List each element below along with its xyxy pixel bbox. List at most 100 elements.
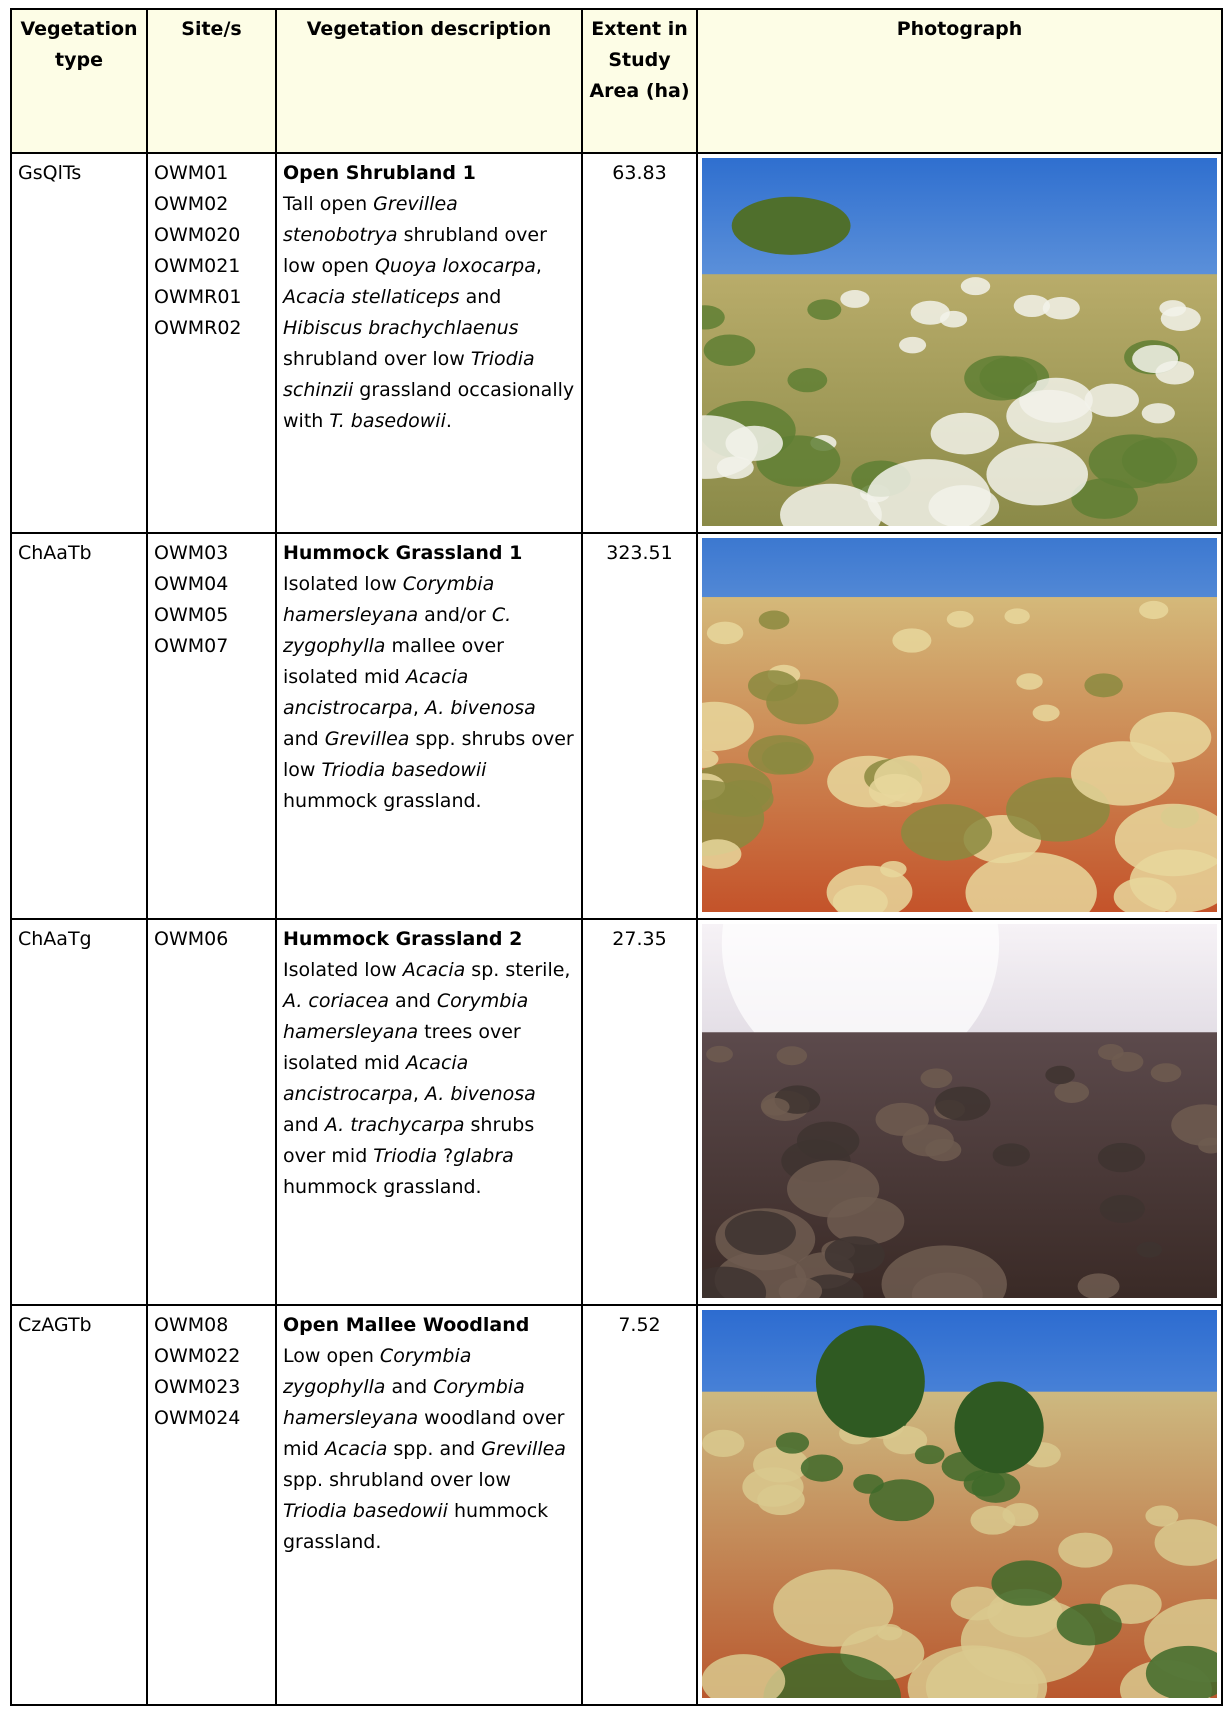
site-code: OWM02 [154,193,229,215]
description-text: Tall open Grevillea stenobotrya shrublan… [283,189,575,437]
description-run: spp. shrubland over low [283,1469,511,1491]
description-run: glabra [453,1145,514,1167]
description-run: shrubland over low open [283,224,547,277]
header-cell: Photograph [696,8,1223,154]
photograph [702,538,1217,912]
vegetation-type: ChAaTb [10,532,148,920]
description-run: Tall open [283,193,374,215]
vegetation-type: ChAaTg [10,918,148,1306]
description-title: Open Mallee Woodland [283,1314,530,1336]
description-run: A. trachycarpa [324,1114,465,1136]
site-code: OWM04 [154,573,229,595]
photo-cell [696,918,1223,1306]
photograph [702,924,1217,1298]
photo-cell [696,152,1223,534]
description-run: woodland over mid [283,1407,565,1460]
description-run: Acacia [324,1438,388,1460]
description-run: Grevillea stenobotrya [283,193,458,246]
table-row: CzAGTb OWM08 OWM022 OWM023 OWM024 Open Mallee… [10,1304,1223,1706]
site-code: OWM07 [154,635,229,657]
sites-cell: OWM08 OWM022 OWM023 OWM024 [146,1304,277,1706]
description-run: and [459,286,502,308]
description-run: , [535,255,542,277]
description-run: Corymbia hamersleyana [283,990,529,1043]
description-run: Acacia ancistrocarpa [283,1052,469,1105]
photograph [702,1310,1217,1698]
description-run: Triodia basedowii [283,1500,448,1522]
table-row: ChAaTb OWM03 OWM04 OWM05 OWM07 Hummock Grassl… [10,532,1223,920]
extent: 7.52 [581,1304,698,1706]
description-title: Hummock Grassland 1 [283,542,523,564]
table-row: ChAaTg OWM06 Hummock Grassland 2 Isolated l… [10,918,1223,1306]
description-run: and [283,1114,325,1136]
sites-cell: OWM06 [146,918,277,1306]
description-run: hummock grassland. [283,1500,549,1553]
header-cell: Extent in Study Area (ha) [581,8,698,154]
site-code: OWM022 [154,1345,241,1367]
description-title: Hummock Grassland 2 [283,928,523,950]
description-run: and/or [418,604,492,626]
site-code: OWM024 [154,1407,241,1429]
description-cell: Hummock Grassland 1 Isolated low Corymbia… [275,532,583,920]
sites-cell: OWM01 OWM02 OWM020 OWM021 OWMR01 OWMR02 [146,152,277,534]
description-cell: Hummock Grassland 2 Isolated low Acacia s… [275,918,583,1306]
description-text: Isolated low Corymbia hamersleyana and/o… [283,569,575,817]
description-run: shrubland over low [283,348,471,370]
description-run: spp. shrubs over low [283,728,574,781]
description-run: trees over isolated mid [283,1021,521,1074]
description-run: hummock grassland. [283,790,482,812]
description-run: Corymbia hamersleyana [283,1376,525,1429]
description-run: . [445,410,452,432]
description-text: Low open Corymbia zygophylla and Corymbi… [283,1341,575,1558]
site-code: OWMR01 [154,286,242,308]
description-run: A. bivenosa [424,697,536,719]
header-cell: Vegetation description [275,8,583,154]
description-run: Acacia [402,959,466,981]
vegetation-table: Vegetation type Site/s Vegetation descript… [10,8,1223,1706]
description-run: and [389,990,437,1012]
description-run: Hibiscus brachychlaenus [283,317,519,339]
site-code: OWM020 [154,224,241,246]
description-run: sp. sterile, [465,959,571,981]
photo-cell [696,532,1223,920]
description-run: Acacia ancistrocarpa [283,666,469,719]
table-row: GsQlTs OWM01 OWM02 OWM020 OWM021 OWMR01 OWMR02… [10,152,1223,534]
description-run: hummock grassland. [283,1176,482,1198]
site-code: OWM06 [154,928,229,950]
description-text: Isolated low Acacia sp. sterile, A. cori… [283,955,575,1203]
description-run: Triodia [373,1145,438,1167]
extent: 63.83 [581,152,698,534]
photo-cell [696,1304,1223,1706]
description-run: and [283,728,325,750]
site-code: OWMR02 [154,317,242,339]
table-body: GsQlTs OWM01 OWM02 OWM020 OWM021 OWMR01 OWMR02… [10,152,1223,1706]
description-cell: Open Shrubland 1 Tall open Grevillea sten… [275,152,583,534]
description-run: grassland occasionally with [283,379,575,432]
description-run: Grevillea [481,1438,566,1460]
description-run: Quoya loxocarpa [374,255,536,277]
description-run: C. zygophylla [283,604,512,657]
photograph [702,158,1217,526]
extent: 27.35 [581,918,698,1306]
header-cell: Site/s [146,8,277,154]
description-run: Grevillea [324,728,410,750]
extent: 323.51 [581,532,698,920]
description-run: and [385,1376,434,1398]
description-run: Isolated low [283,573,403,595]
description-run: ? [437,1145,454,1167]
description-cell: Open Mallee Woodland Low open Corymbia zy… [275,1304,583,1706]
sites-cell: OWM03 OWM04 OWM05 OWM07 [146,532,277,920]
description-run: , [412,1083,425,1105]
description-run: spp. and [387,1438,482,1460]
description-run: Low open [283,1345,380,1367]
description-run: shrubs over mid [283,1114,535,1167]
description-run: Corymbia hamersleyana [283,573,495,626]
header-cell: Vegetation type [10,8,148,154]
description-run: Corymbia zygophylla [283,1345,472,1398]
site-code: OWM023 [154,1376,241,1398]
description-run: Triodia basedowii [321,759,487,781]
site-code: OWM08 [154,1314,229,1336]
description-run: Triodia schinzii [283,348,535,401]
vegetation-type: CzAGTb [10,1304,148,1706]
